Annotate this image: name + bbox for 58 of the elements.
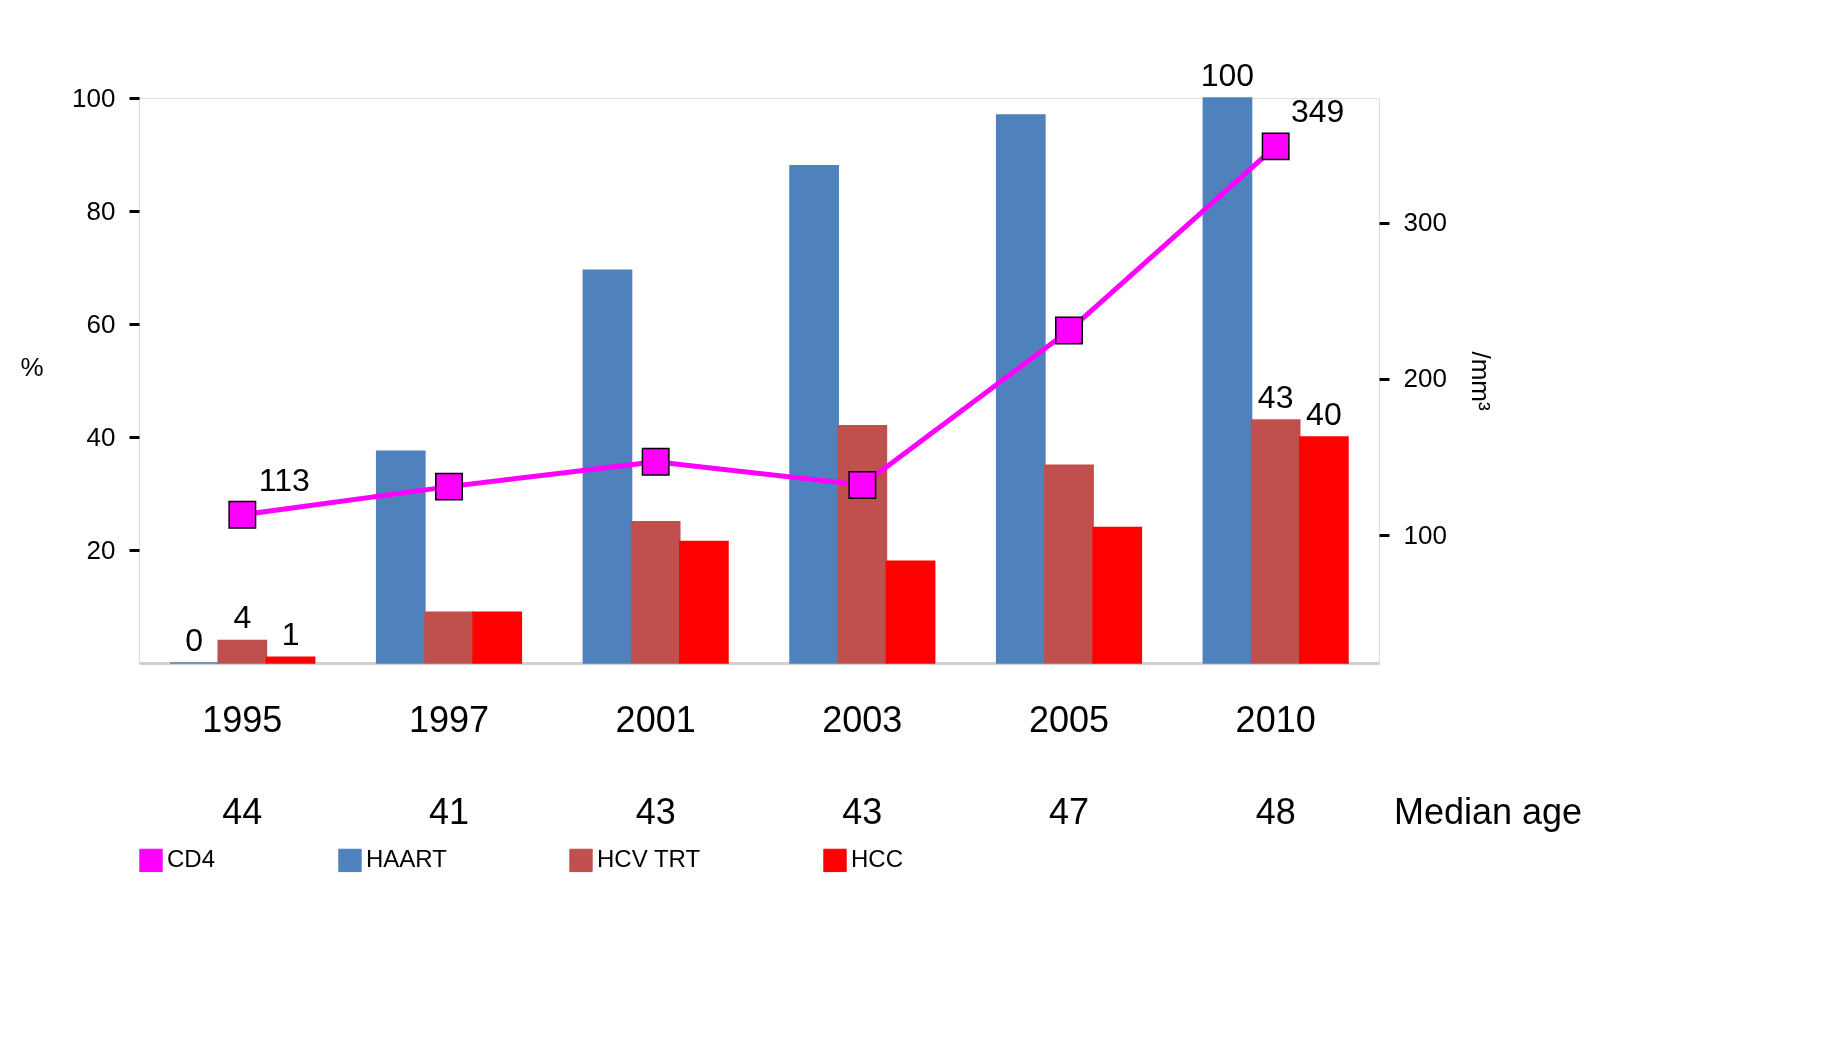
y-tick-label: 20 xyxy=(86,534,116,565)
data-label: 0 xyxy=(185,622,204,658)
text: 43 xyxy=(842,791,883,832)
data-label: 43 xyxy=(1257,379,1294,416)
y2-tick-label: 100 xyxy=(1403,519,1447,550)
bar xyxy=(424,611,474,664)
bar xyxy=(217,639,268,664)
data-label: 1 xyxy=(281,616,300,653)
text: 48 xyxy=(1255,791,1296,832)
x-tick-label: 1997 xyxy=(408,698,490,740)
point xyxy=(848,471,877,500)
bar xyxy=(1044,464,1094,664)
y-tick-label: 80 xyxy=(86,195,116,226)
bar xyxy=(679,540,729,664)
legend-label: HCV TRT xyxy=(597,845,701,873)
data-label: 4 xyxy=(233,599,252,636)
bar xyxy=(789,165,839,664)
y-tick-label: 100 xyxy=(72,82,116,113)
x-tick-label: 2001 xyxy=(615,698,696,740)
text: 47 xyxy=(1048,791,1090,832)
y-axis-title: % xyxy=(20,352,44,382)
x-tick-label: 2005 xyxy=(1028,698,1110,740)
point xyxy=(1055,316,1083,345)
data-label: 349 xyxy=(1290,93,1345,130)
bar xyxy=(1250,419,1301,664)
legend-label: HCC xyxy=(851,845,903,873)
x-tick-label: 2010 xyxy=(1235,698,1316,740)
bar xyxy=(1299,436,1349,664)
y-tick-label: 60 xyxy=(86,308,116,339)
bar xyxy=(885,560,936,664)
bar xyxy=(265,656,316,664)
y2-tick-label: 300 xyxy=(1403,207,1447,238)
text: 44 xyxy=(222,791,263,832)
data-label: 113 xyxy=(258,461,310,498)
data-label: 100 xyxy=(1200,57,1255,93)
text: 41 xyxy=(428,791,470,832)
y2-axis-title: /mm³ xyxy=(1465,351,1496,411)
bar xyxy=(1202,97,1253,664)
bar xyxy=(995,114,1046,664)
legend-label: CD4 xyxy=(167,845,216,873)
bar xyxy=(837,424,888,664)
point xyxy=(228,500,257,529)
legend-label: HAART xyxy=(366,845,448,873)
data-label: 40 xyxy=(1306,396,1342,432)
x-tick-label: 1995 xyxy=(202,698,283,740)
y-tick-label: 40 xyxy=(86,421,116,452)
bar xyxy=(472,611,523,664)
x-tick-label: 2003 xyxy=(822,698,903,740)
point xyxy=(641,447,670,476)
bar xyxy=(582,269,633,664)
bar xyxy=(630,521,681,664)
text: Median age xyxy=(1394,791,1583,832)
y2-tick-label: 200 xyxy=(1403,363,1447,394)
text: 43 xyxy=(635,791,676,832)
point xyxy=(435,472,463,501)
bar xyxy=(1092,526,1143,664)
bar xyxy=(375,450,426,664)
point xyxy=(1261,132,1290,161)
